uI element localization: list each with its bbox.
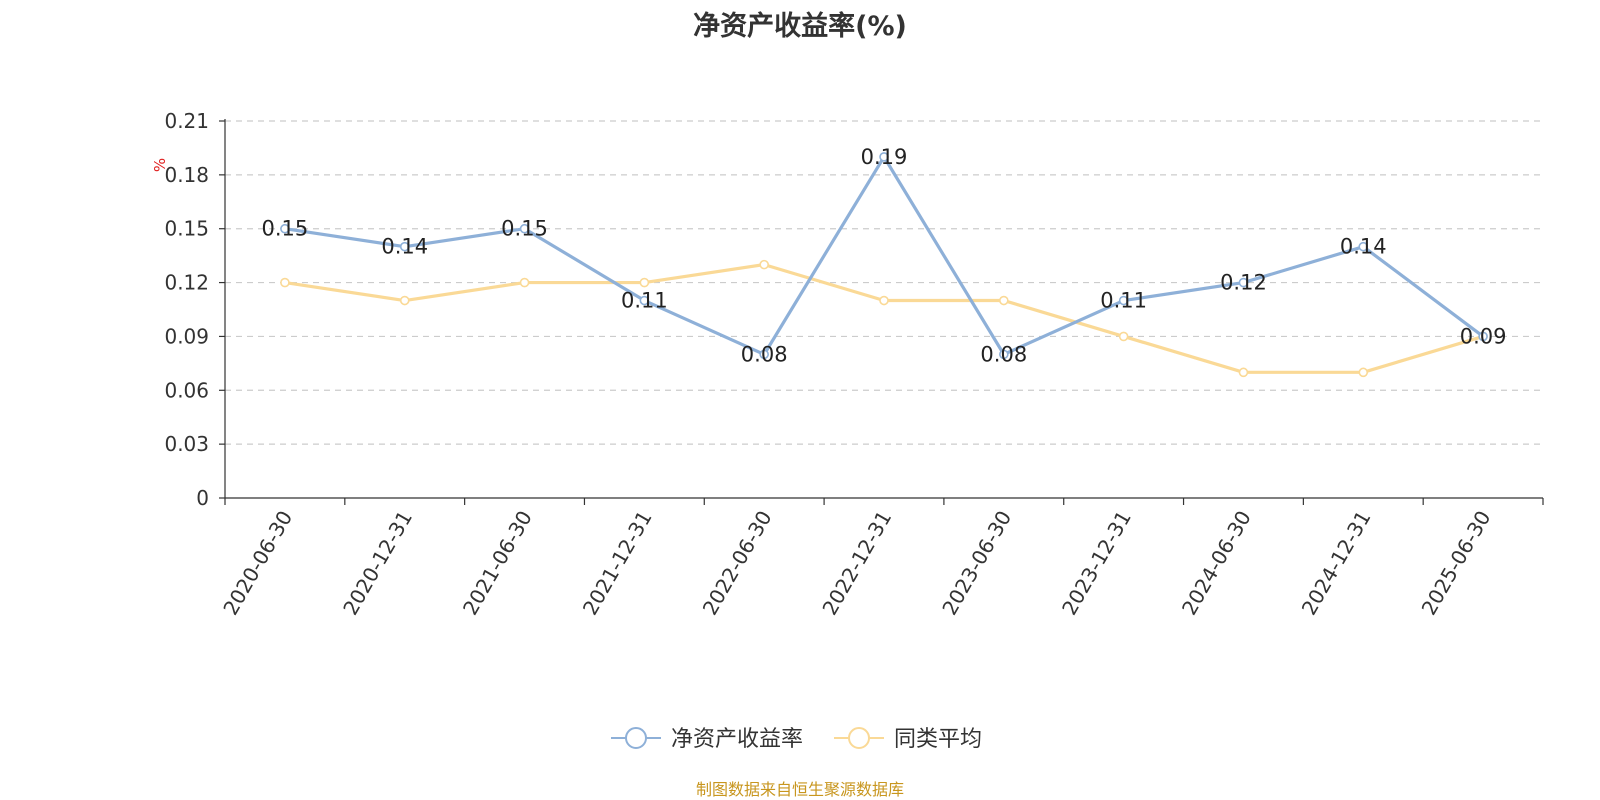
y-tick-label: 0.15 — [164, 217, 209, 241]
data-label: 0.08 — [741, 342, 788, 366]
chart-title: 净资产收益率(%) — [693, 11, 907, 42]
series-0-point — [519, 223, 530, 234]
y-tick-label: 0 — [196, 486, 209, 510]
series-0-point — [639, 295, 650, 306]
x-tick-label: 2022-06-30 — [698, 507, 777, 620]
series-0-point — [759, 349, 769, 360]
series-0-point — [999, 349, 1009, 360]
series-1-point — [1118, 331, 1129, 342]
y-tick-label: 0.21 — [164, 109, 209, 133]
data-label: 0.15 — [501, 217, 548, 241]
data-label: 0.08 — [980, 342, 1027, 366]
legend: 净资产收益率 同类平均 — [611, 727, 982, 752]
x-tick-label: 2022-12-31 — [817, 507, 896, 620]
y-tick-label: 0.03 — [164, 432, 209, 456]
series-0-point — [1118, 295, 1129, 306]
series-0-point — [1238, 277, 1249, 288]
series-0-point — [280, 223, 290, 234]
series-0-point — [1358, 241, 1369, 252]
series-0-point — [879, 152, 889, 162]
data-label: 0.11 — [1100, 289, 1147, 313]
series-0-point — [399, 241, 410, 252]
data-label: 0.15 — [262, 217, 309, 241]
series-1-point — [879, 295, 889, 306]
x-tick-label: 2023-06-30 — [937, 507, 1016, 620]
series-line-0 — [284, 155, 1485, 356]
series-1-point — [1238, 367, 1249, 378]
legend-label-0: 净资产收益率 — [671, 727, 803, 752]
y-tick-label: 0.09 — [164, 324, 209, 348]
data-label: 0.19 — [861, 145, 908, 169]
series-1-point — [999, 295, 1009, 306]
x-tick-label: 2023-12-31 — [1057, 507, 1136, 620]
data-label: 0.11 — [621, 289, 668, 313]
x-tick-label: 2020-12-31 — [338, 507, 417, 620]
series-1-point — [639, 277, 650, 288]
x-tick-label: 2020-06-30 — [218, 507, 297, 620]
source-note: 制图数据来自恒生聚源数据库 — [695, 780, 904, 799]
x-tick-label: 2024-06-30 — [1177, 507, 1256, 620]
x-tick-label: 2025-06-30 — [1417, 507, 1496, 620]
data-label: 0.14 — [1340, 235, 1387, 259]
series-1-point — [280, 277, 290, 288]
x-tick-label: 2021-12-31 — [578, 507, 657, 620]
y-tick-label: 0.06 — [164, 378, 209, 402]
series-line-1 — [284, 263, 1484, 374]
legend-marker-0 — [625, 727, 647, 749]
data-label: 0.14 — [381, 235, 428, 259]
data-label: 0.12 — [1220, 271, 1267, 295]
series — [280, 152, 1488, 378]
series-0-point — [1478, 331, 1488, 342]
x-tick-label: 2021-06-30 — [458, 507, 537, 620]
legend-label-1: 同类平均 — [894, 727, 982, 752]
axes: 0 0.03 0.06 0.09 0.12 0.15 0.18 0.21 2020-06-30 2… — [164, 109, 1544, 620]
y-axis-unit-label: % — [151, 158, 169, 172]
legend-marker-1 — [848, 727, 870, 749]
series-1-point — [399, 295, 410, 306]
y-tick-label: 0.12 — [164, 271, 209, 295]
series-1-point — [519, 277, 530, 288]
series-1-point — [759, 259, 769, 270]
grid-lines — [225, 120, 1543, 445]
y-tick-label: 0.18 — [164, 163, 209, 187]
data-label: 0.09 — [1460, 324, 1507, 348]
x-tick-label: 2024-12-31 — [1297, 507, 1376, 620]
data-labels: 0.15 0.14 0.15 0.11 0.08 0.19 0.08 0.11 0.12 0.14… — [262, 145, 1507, 366]
series-1-point — [1358, 367, 1369, 378]
